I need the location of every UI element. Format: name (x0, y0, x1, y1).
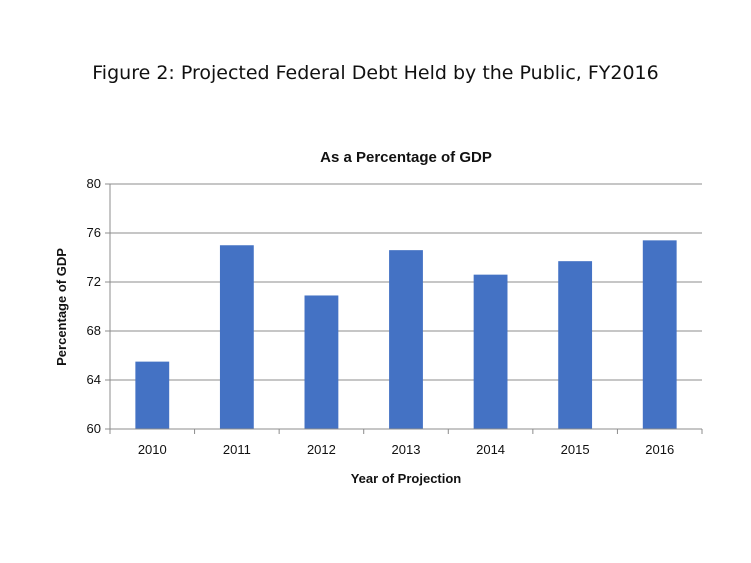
x-tick-label: 2010 (138, 442, 167, 457)
x-axis-label: Year of Projection (351, 471, 462, 486)
y-tick-label: 68 (87, 323, 101, 338)
y-axis-label: Percentage of GDP (54, 248, 69, 366)
x-tick-label: 2014 (476, 442, 505, 457)
bar-2012 (304, 295, 339, 429)
bar-2016 (642, 240, 677, 429)
chart-title: As a Percentage of GDP (320, 149, 492, 166)
bar-2011 (219, 245, 254, 429)
bar-2010 (135, 361, 170, 429)
x-tick-label: 2015 (561, 442, 590, 457)
y-tick-label: 76 (87, 225, 101, 240)
y-tick-label: 72 (87, 274, 101, 289)
y-tick-label: 60 (87, 421, 101, 436)
bar-2014 (473, 274, 508, 429)
x-tick-labels: 2010 2011 2012 2013 2014 2015 2016 (138, 442, 674, 457)
y-tick-labels: 60 64 68 72 76 80 (87, 176, 101, 436)
y-tick-label: 64 (87, 372, 101, 387)
bars (135, 240, 677, 429)
figure-title: Figure 2: Projected Federal Debt Held by… (92, 62, 659, 84)
y-tick-label: 80 (87, 176, 101, 191)
x-tick-label: 2011 (223, 442, 251, 457)
x-tick-label: 2012 (307, 442, 336, 457)
x-tick-label: 2013 (392, 442, 421, 457)
bar-2015 (558, 261, 593, 429)
x-tick-label: 2016 (645, 442, 674, 457)
axes (105, 183, 703, 434)
bar-2013 (389, 250, 423, 429)
